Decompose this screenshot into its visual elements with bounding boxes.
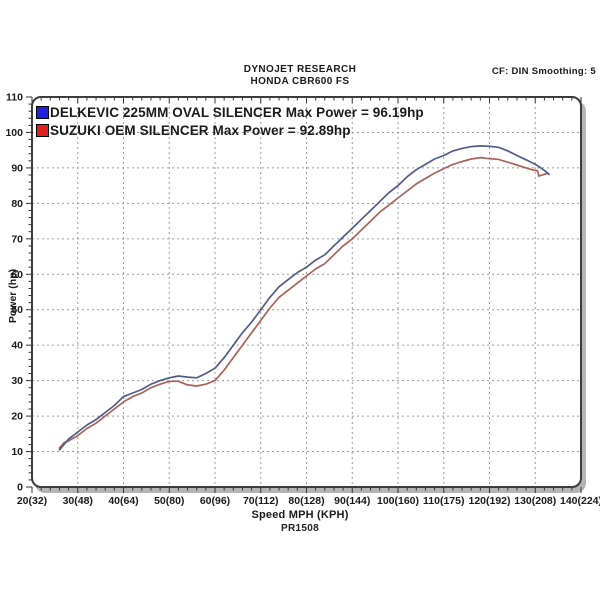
y-tick-label: 0 [17,482,23,494]
legend: DELKEVIC 225MM OVAL SILENCER Max Power =… [36,103,424,139]
x-tick-label: 80(128) [288,495,324,507]
y-tick-label: 50 [11,304,23,316]
power-curve-delkevic-225mm-oval-silencer [58,145,550,451]
legend-row-suzuki-oem: SUZUKI OEM SILENCER Max Power = 92.89hp [36,121,424,139]
plot-frame [31,96,582,488]
x-tick-label: 120(192) [468,495,510,507]
x-tick-label: 100(160) [377,495,419,507]
power-curve-suzuki-oem-silencer [58,156,548,449]
run-id: PR1508 [281,523,319,534]
y-tick-label: 30 [11,375,23,387]
x-tick-label: 50(80) [154,495,184,507]
x-axis-title: Speed MPH (KPH) [251,509,349,521]
y-tick-label: 10 [11,446,23,458]
x-tick-label: 40(64) [108,495,138,507]
y-tick-label: 110 [6,92,23,104]
legend-label-delkevic: DELKEVIC 225MM OVAL SILENCER Max Power =… [50,104,424,120]
x-tick-label: 60(96) [200,495,230,507]
header: DYNOJET RESEARCH HONDA CBR600 FS [0,64,600,88]
y-tick-label: 90 [11,162,23,174]
header-title: DYNOJET RESEARCH [243,64,357,75]
y-tick-label: 100 [5,127,23,139]
x-tick-label: 110(175) [423,495,464,507]
legend-row-delkevic: DELKEVIC 225MM OVAL SILENCER Max Power =… [36,103,424,121]
x-tick-label: 20(32) [17,495,47,507]
legend-label-suzuki-oem: SUZUKI OEM SILENCER Max Power = 92.89hp [50,122,351,138]
x-tick-label: 90(144) [334,495,370,507]
x-tick-label: 70(112) [243,495,279,507]
x-tick-label: 140(224) [560,495,600,507]
y-tick-label: 40 [11,340,23,352]
header-settings: CF: DIN Smoothing: 5 [491,66,596,77]
x-tick-label: 130(208) [514,495,556,507]
y-tick-label: 80 [11,198,23,210]
y-tick-label: 70 [11,233,23,245]
y-tick-label: 20 [11,411,23,423]
x-tick-label: 30(48) [63,495,93,507]
y-tick-label: 60 [11,269,23,281]
header-subtitle: HONDA CBR600 FS [250,76,350,87]
suzuki-oem-swatch-icon [36,123,49,137]
delkevic-swatch-icon [36,105,49,119]
